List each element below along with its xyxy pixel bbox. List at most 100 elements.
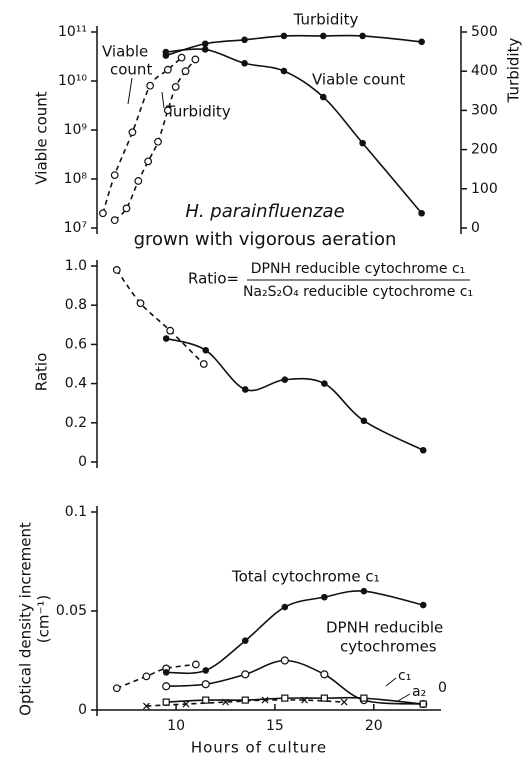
annotation: H. parainfluenzae [185, 201, 344, 222]
marker [142, 672, 151, 681]
marker [146, 81, 155, 90]
marker [202, 346, 210, 354]
marker [281, 694, 289, 702]
marker [144, 157, 153, 166]
y2-tick-label: 0 [471, 220, 480, 236]
marker [163, 106, 172, 115]
y2-tick-label: 100 [471, 181, 498, 197]
annotation: Viable count [312, 71, 405, 89]
annotation: 0 [438, 680, 447, 696]
x-axis-label: Hours of culture [191, 739, 327, 757]
marker [419, 601, 427, 609]
marker [359, 139, 366, 147]
pointer [127, 77, 133, 105]
marker [419, 446, 427, 454]
marker [134, 177, 143, 185]
y-tick-label: 0.2 [65, 415, 87, 431]
marker [162, 669, 170, 676]
annotation: Turbidity [165, 103, 231, 121]
marker [359, 32, 366, 40]
marker [202, 667, 210, 674]
y-tick-label: 10¹¹ [58, 24, 87, 40]
annotation: DPNH reducible cytochrome c₁ [251, 261, 466, 277]
marker [320, 670, 329, 679]
y-axis-label: Viable count [33, 91, 51, 184]
y2-tick-label: 400 [471, 63, 498, 79]
marker [281, 603, 289, 611]
marker [202, 696, 210, 704]
marker [280, 67, 288, 75]
x-tick-label: 15 [266, 718, 284, 734]
marker [182, 700, 190, 708]
marker [128, 128, 137, 137]
annotation: Na₂S₂O₄ reducible cytochrome c₁ [243, 284, 473, 300]
series-line [116, 663, 196, 689]
y-tick-label: 1.0 [65, 258, 87, 274]
y-tick-label: 0.4 [65, 376, 87, 392]
y-axis-label: Optical density increment [17, 522, 35, 716]
marker [201, 46, 209, 53]
annotation: a₂ [412, 684, 426, 700]
marker [241, 670, 250, 679]
marker [136, 299, 145, 308]
y2-tick-label: 300 [471, 102, 498, 118]
marker [321, 593, 328, 601]
y-tick-label: 10¹⁰ [58, 73, 87, 89]
marker [191, 660, 200, 669]
marker [280, 32, 288, 40]
x-tick-label: 10 [167, 718, 185, 734]
marker [419, 700, 427, 708]
y2-tick-label: 500 [471, 24, 498, 40]
marker [241, 637, 249, 644]
marker [166, 326, 175, 335]
y-tick-label: 0.05 [56, 603, 87, 619]
marker [418, 38, 425, 46]
marker [171, 82, 180, 91]
annotation: grown with vigorous aeration [134, 229, 397, 250]
marker [99, 209, 107, 218]
annotation: c₁ [398, 668, 411, 684]
y-axis-label: Ratio [33, 353, 51, 392]
marker [162, 682, 171, 691]
marker [280, 656, 289, 665]
marker [162, 48, 170, 56]
marker [110, 171, 119, 180]
y2-tick-label: 200 [471, 142, 498, 158]
series-line [165, 337, 424, 451]
marker [340, 698, 348, 706]
annotation: count [110, 61, 152, 79]
marker [112, 684, 121, 693]
y-axis-label: (cm⁻¹) [35, 595, 53, 644]
marker [241, 59, 248, 67]
x-tick-label: 20 [365, 718, 383, 734]
marker [112, 266, 121, 274]
marker [319, 32, 327, 40]
marker [241, 696, 249, 704]
marker [241, 36, 248, 44]
annotation: Turbidity [293, 11, 359, 29]
marker [162, 335, 170, 342]
y-tick-label: 10⁸ [64, 171, 88, 187]
marker [201, 680, 210, 689]
marker [191, 55, 200, 64]
marker [143, 702, 150, 710]
marker [241, 386, 249, 393]
pointer [385, 677, 397, 687]
y-tick-label: 0.6 [65, 336, 87, 352]
marker [281, 376, 289, 383]
marker [321, 380, 328, 387]
pointer [161, 91, 165, 109]
marker [122, 204, 131, 213]
y2-axis-label: Turbidity [505, 38, 523, 104]
y-tick-label: 0.1 [65, 504, 87, 520]
y-tick-label: 0 [78, 454, 87, 470]
marker [163, 65, 172, 74]
marker [360, 417, 368, 425]
marker [110, 216, 119, 225]
marker [418, 209, 425, 217]
marker [181, 67, 190, 76]
marker [360, 694, 368, 702]
marker [162, 698, 170, 706]
marker [154, 137, 162, 146]
marker [319, 93, 327, 101]
